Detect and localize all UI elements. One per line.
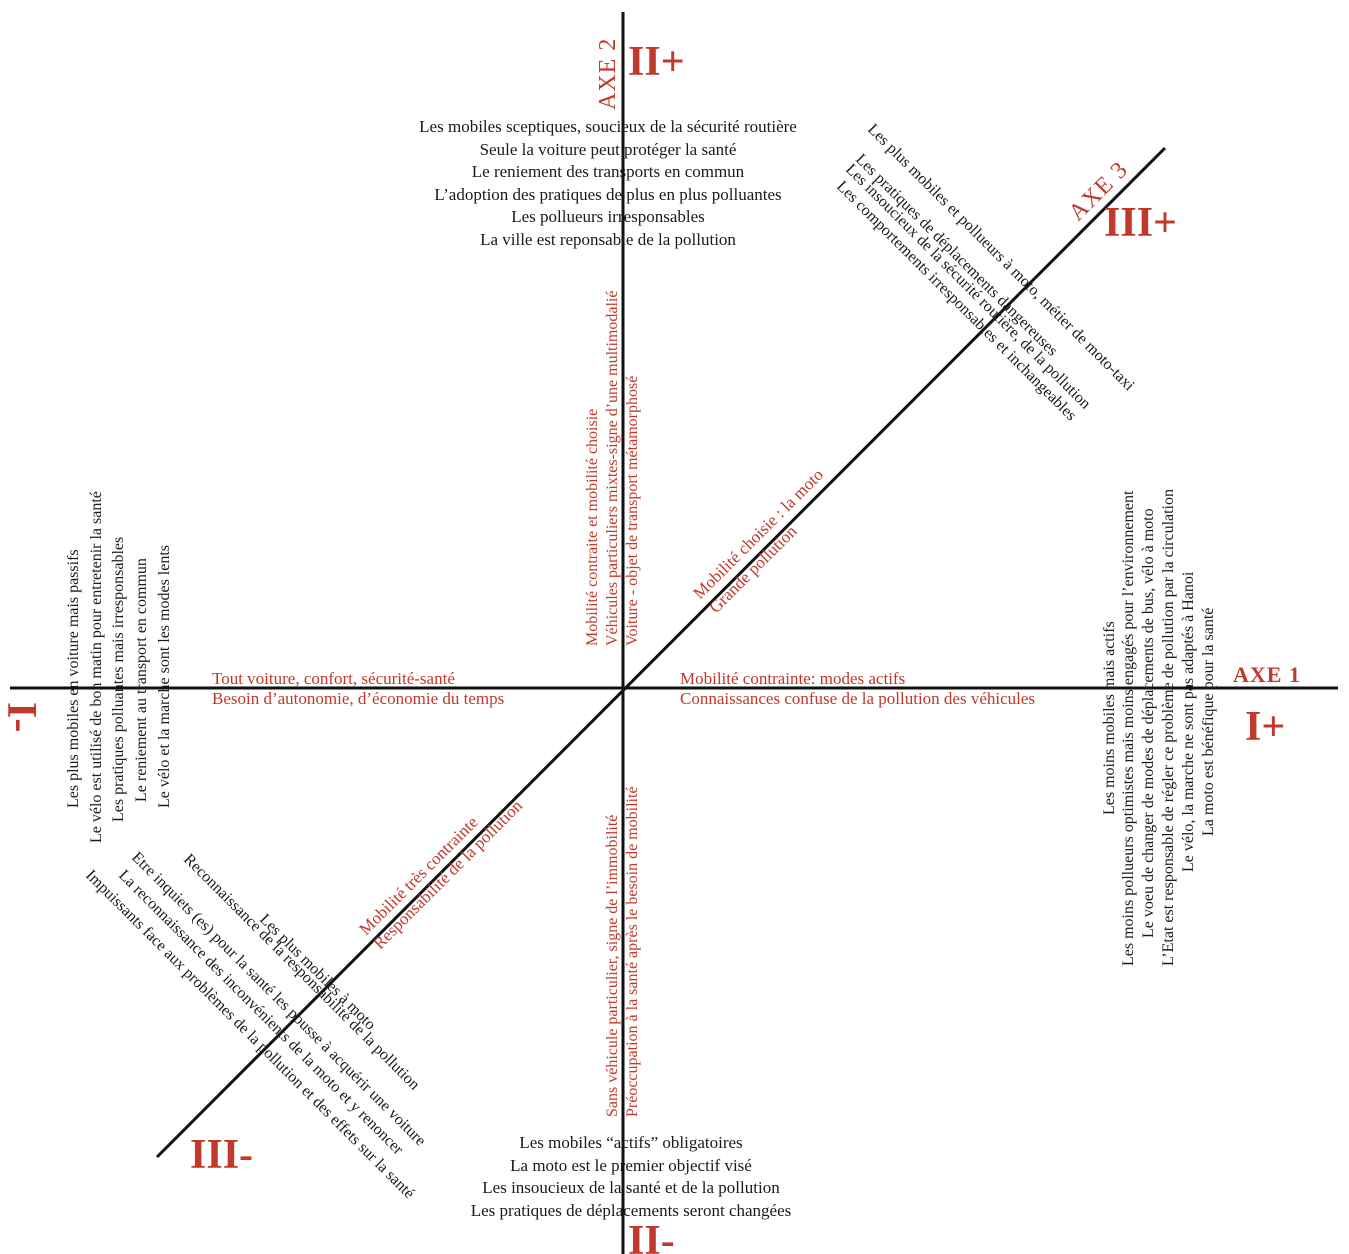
axis-label-down-line: Sans véhicule particulier, signe de l’im… bbox=[604, 815, 621, 1117]
left-list-item: Le reniement au transport en commun bbox=[133, 558, 150, 802]
left-list-item: Les plus mobiles en voiture mais passifs bbox=[65, 549, 82, 808]
top-list-item: La ville est reponsable de la pollution bbox=[480, 230, 736, 249]
pole-iii-minus: III- bbox=[190, 1132, 253, 1178]
bottom-list-item: Les pratiques de déplacements seront cha… bbox=[471, 1201, 792, 1220]
pole-i-minus: I- bbox=[0, 702, 44, 732]
pole-ii-minus: II- bbox=[628, 1218, 675, 1254]
axis-label-left-line: Besoin d’autonomie, d’économie du temps bbox=[212, 689, 504, 708]
bottom-list: Les mobiles “actifs” obligatoires La mot… bbox=[471, 1133, 792, 1220]
axis-label-diag-down-line: Mobilité très contrainte bbox=[355, 813, 481, 939]
left-list-item: Les pratiques polluantes mais irresponsa… bbox=[110, 537, 127, 822]
axis-label-up-line: Voiture - objet de transport métamorphos… bbox=[624, 376, 641, 646]
pole-iii-plus: III+ bbox=[1104, 200, 1177, 246]
left-list-item: Le vélo et la marche sont les modes lent… bbox=[156, 545, 173, 808]
axis-label-diag-up-line: Mobilité choisie : la moto bbox=[689, 465, 827, 603]
axis-label-up-line: Véhicules particuliers mixtes-signe d’un… bbox=[604, 291, 621, 646]
axis-label-right: Mobilité contrainte: modes actifs Connai… bbox=[680, 669, 1035, 708]
top-list-item: Seule la voiture peut protéger la santé bbox=[480, 140, 737, 159]
top-list-item: Les pollueurs irresponsables bbox=[511, 207, 705, 226]
bottom-list-item: La moto est le premier objectif visé bbox=[510, 1156, 752, 1175]
upper-right-list-item: Les insoucieux de la sécurité routière, … bbox=[842, 161, 1094, 413]
top-list-item: Le reniement des transports en commun bbox=[472, 162, 745, 181]
bottom-list-item: Les mobiles “actifs” obligatoires bbox=[519, 1133, 742, 1152]
right-list: Les moins mobiles mais actifs Les moins … bbox=[1101, 489, 1217, 966]
pole-ii-plus: II+ bbox=[628, 39, 685, 85]
axis-1-title: AXE 1 bbox=[1233, 662, 1301, 687]
left-list-item: Le vélo est utilisé de bon matin pour en… bbox=[88, 491, 105, 843]
axis-label-right-line: Mobilité contrainte: modes actifs bbox=[680, 669, 905, 688]
upper-right-list-item: Les pratiques de déplacements dangereuse… bbox=[852, 151, 1061, 360]
right-list-item: Les moins mobiles mais actifs bbox=[1101, 621, 1118, 815]
axis-3-line bbox=[155, 146, 1167, 1159]
right-list-item: La moto est bénéfique pour la santé bbox=[1200, 608, 1217, 836]
top-list-item: L’adoption des pratiques de plus en plus… bbox=[434, 185, 781, 204]
axis-label-diag-up: Mobilité choisie : la moto Grande pollut… bbox=[689, 465, 827, 617]
right-list-item: Le vélo, la marche ne sont pas adaptés à… bbox=[1180, 571, 1197, 872]
top-list: Les mobiles sceptiques, soucieux de la s… bbox=[419, 117, 797, 249]
axis-label-down-line: Préoccupation à la santé après le besoin… bbox=[624, 786, 641, 1117]
axis-2-title: AXE 2 bbox=[595, 38, 621, 110]
lower-left-list: Les plus mobiles à moto Reconnaissance d… bbox=[82, 849, 429, 1202]
right-list-item: Le voeu de changer de modes de déplaceme… bbox=[1140, 508, 1157, 938]
axis-label-left-line: Tout voiture, confort, sécurité-santé bbox=[212, 669, 455, 688]
axis-label-left: Tout voiture, confort, sécurité-santé Be… bbox=[212, 669, 504, 708]
lower-left-list-item: Etre inquiets (es) pour la santé les pou… bbox=[128, 849, 429, 1150]
axis-label-up-line: Mobilité contraite et mobilité choisie bbox=[584, 409, 601, 646]
right-list-item: L’Etat est responsable de régler ce prob… bbox=[1160, 489, 1177, 966]
right-list-item: Les moins pollueurs optimistes mais moin… bbox=[1120, 490, 1137, 966]
axis-label-right-line: Connaissances confuse de la pollution de… bbox=[680, 689, 1035, 708]
axis-label-diag-down-line: Responsabilité de la pollution bbox=[369, 796, 526, 953]
axis-label-diag-down: Mobilité très contrainte Responsabilité … bbox=[355, 796, 526, 953]
axis-label-up: Mobilité contraite et mobilité choisie V… bbox=[584, 291, 641, 646]
bottom-list-item: Les insoucieux de la santé et de la poll… bbox=[482, 1178, 780, 1197]
upper-right-list: Les plus mobiles et pollueurs à moto, mé… bbox=[833, 121, 1138, 424]
left-list: Les plus mobiles en voiture mais passifs… bbox=[65, 491, 173, 843]
axis-label-down: Sans véhicule particulier, signe de l’im… bbox=[604, 786, 641, 1117]
top-list-item: Les mobiles sceptiques, soucieux de la s… bbox=[419, 117, 797, 136]
pole-i-plus: I+ bbox=[1245, 704, 1285, 750]
